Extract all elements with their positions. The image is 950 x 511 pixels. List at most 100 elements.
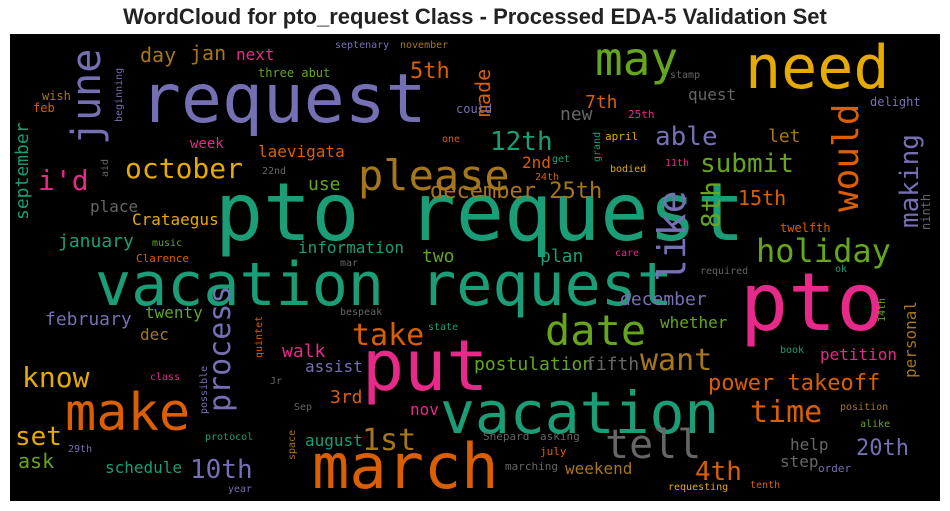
word: time — [750, 395, 822, 430]
word: grand — [592, 132, 603, 162]
word: use — [308, 174, 341, 195]
word: june — [64, 49, 110, 145]
chart-title: WordCloud for pto_request Class - Proces… — [123, 4, 827, 29]
word: personal — [901, 301, 920, 378]
word: 15th — [738, 186, 786, 210]
word: mar — [340, 258, 358, 269]
word: vacation — [440, 379, 719, 447]
word: make — [65, 383, 190, 443]
word: pto request — [215, 166, 745, 259]
word: making — [895, 134, 925, 228]
word: 14th — [877, 298, 888, 322]
word: feb — [33, 101, 55, 115]
word: assist — [305, 357, 363, 376]
word: weekend — [565, 459, 632, 478]
word: july — [540, 445, 567, 458]
word: holiday — [756, 232, 891, 270]
word: book — [780, 345, 804, 356]
word: wish — [42, 89, 71, 103]
word: new — [560, 104, 593, 125]
word: december — [620, 289, 707, 310]
word: 8th — [697, 181, 727, 228]
word: alike — [860, 419, 890, 430]
word: music — [152, 238, 182, 249]
word: 2nd — [522, 153, 551, 172]
word: would — [826, 104, 867, 212]
word: power takeoff — [708, 371, 880, 396]
word: Crataegus — [132, 210, 219, 229]
word: walk — [282, 341, 326, 362]
word: 3rd — [330, 387, 363, 408]
word: december 25th — [430, 179, 602, 204]
word: october — [125, 152, 243, 185]
word: process — [203, 286, 238, 412]
word: week — [190, 136, 224, 152]
word: plan — [540, 246, 583, 267]
word: february — [45, 309, 132, 330]
word: delight — [870, 95, 921, 109]
word: twenty — [145, 303, 203, 322]
word: beginning — [114, 68, 125, 122]
word: august — [305, 431, 363, 450]
word: get — [552, 154, 570, 165]
word: 22nd — [262, 166, 286, 177]
word: postulation — [474, 354, 593, 375]
word: april — [605, 130, 638, 143]
word: put — [362, 325, 488, 407]
word: Sep — [294, 402, 312, 413]
word: pto — [740, 256, 885, 349]
word: made — [471, 69, 495, 117]
word: required — [700, 266, 748, 277]
word: tell — [605, 422, 701, 468]
word: next — [236, 45, 275, 64]
word: date — [545, 306, 646, 355]
word: 12th — [490, 127, 553, 157]
word: dec — [140, 325, 169, 344]
word: let — [768, 126, 801, 147]
word: 25th — [628, 108, 655, 121]
word: aid — [100, 159, 111, 177]
word: whether — [660, 313, 728, 332]
word: know — [22, 361, 90, 394]
word: quest — [688, 85, 736, 104]
word: ok — [835, 264, 847, 275]
word: Jr — [270, 376, 282, 387]
word: able — [655, 122, 718, 152]
word: schedule — [105, 458, 182, 477]
word: vacation request — [95, 250, 673, 320]
word: march — [312, 430, 499, 503]
word: jan — [190, 41, 226, 65]
word: set — [15, 422, 62, 452]
word: 24th — [535, 172, 559, 183]
word: i'd — [38, 164, 89, 197]
word: year — [228, 484, 252, 495]
word: care — [615, 248, 639, 259]
word: protocol — [205, 432, 253, 443]
word: one — [442, 134, 460, 145]
word: septenary — [335, 40, 389, 51]
word: 4th — [695, 457, 742, 487]
word: information — [298, 238, 404, 257]
word: position — [840, 402, 888, 413]
word: may — [595, 32, 678, 86]
word: bodied — [610, 164, 646, 175]
word: stamp — [670, 70, 700, 81]
word: fifth — [585, 354, 639, 375]
word: nov — [410, 400, 439, 419]
word: petition — [820, 345, 897, 364]
word: help — [790, 435, 829, 454]
word: Clarence — [136, 252, 189, 265]
word: day — [140, 43, 176, 67]
word: take — [352, 318, 424, 353]
word: place — [90, 197, 138, 216]
word: ask — [18, 449, 54, 473]
word: asking — [540, 430, 580, 443]
word: 7th — [585, 92, 618, 113]
word: need — [745, 33, 890, 103]
word: 1st — [362, 423, 416, 458]
word: tenth — [750, 480, 780, 491]
word: please — [358, 151, 510, 200]
word: requesting — [668, 482, 728, 493]
